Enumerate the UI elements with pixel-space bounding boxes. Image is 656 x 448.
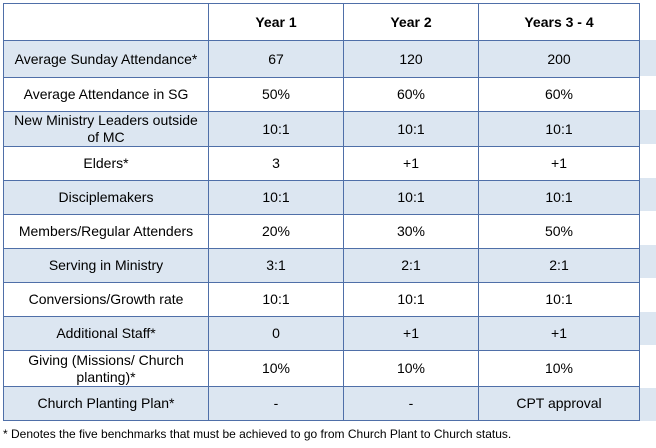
- table-row: Elders* 3 +1 +1: [3, 146, 640, 181]
- cell-year-1: -: [208, 386, 344, 421]
- cell-years-3-4: +1: [478, 316, 640, 351]
- cell-year-2: +1: [343, 146, 479, 181]
- cell-year-2: -: [343, 386, 479, 421]
- cell-year-1: 3:1: [208, 248, 344, 283]
- edge-band: [640, 110, 656, 144]
- cell-year-1: 0: [208, 316, 344, 351]
- cell-years-3-4: 60%: [478, 77, 640, 112]
- cell-years-3-4: 10:1: [478, 282, 640, 317]
- cell-years-3-4: CPT approval: [478, 386, 640, 421]
- cell-year-2: 60%: [343, 77, 479, 112]
- header-empty-cell: [3, 3, 209, 41]
- benchmarks-table: Year 1 Year 2 Years 3 - 4 Average Sunday…: [3, 3, 640, 421]
- table-row: Giving (Missions/ Church planting)* 10% …: [3, 350, 640, 387]
- row-label: Disciplemakers: [3, 180, 209, 215]
- row-label: Elders*: [3, 146, 209, 181]
- cell-year-2: 10:1: [343, 180, 479, 215]
- table-edge-strip: [639, 3, 656, 421]
- table-row: New Ministry Leaders outside of MC 10:1 …: [3, 111, 640, 147]
- cell-years-3-4: 200: [478, 40, 640, 78]
- table-row: Conversions/Growth rate 10:1 10:1 10:1: [3, 282, 640, 317]
- row-label: Additional Staff*: [3, 316, 209, 351]
- cell-years-3-4: 10%: [478, 350, 640, 387]
- table-row: Members/Regular Attenders 20% 30% 50%: [3, 214, 640, 249]
- edge-band: [640, 40, 656, 76]
- benchmarks-table-container: Year 1 Year 2 Years 3 - 4 Average Sunday…: [3, 3, 640, 421]
- table-row: Additional Staff* 0 +1 +1: [3, 316, 640, 351]
- row-label: Average Sunday Attendance*: [3, 40, 209, 78]
- cell-year-2: +1: [343, 316, 479, 351]
- row-label: Serving in Ministry: [3, 248, 209, 283]
- table-row: Church Planting Plan* - - CPT approval: [3, 386, 640, 421]
- cell-year-1: 20%: [208, 214, 344, 249]
- cell-year-1: 10:1: [208, 180, 344, 215]
- cell-year-1: 50%: [208, 77, 344, 112]
- header-row: Year 1 Year 2 Years 3 - 4: [3, 3, 640, 41]
- cell-year-2: 30%: [343, 214, 479, 249]
- table-row: Disciplemakers 10:1 10:1 10:1: [3, 180, 640, 215]
- edge-band: [640, 312, 656, 345]
- row-label: Giving (Missions/ Church planting)*: [3, 350, 209, 387]
- cell-year-2: 10:1: [343, 111, 479, 147]
- table-row: Average Attendance in SG 50% 60% 60%: [3, 77, 640, 112]
- table-row: Average Sunday Attendance* 67 120 200: [3, 40, 640, 78]
- cell-years-3-4: 2:1: [478, 248, 640, 283]
- row-label: New Ministry Leaders outside of MC: [3, 111, 209, 147]
- table-row: Serving in Ministry 3:1 2:1 2:1: [3, 248, 640, 283]
- footnote: * Denotes the five benchmarks that must …: [3, 427, 512, 441]
- cell-year-1: 10:1: [208, 282, 344, 317]
- cell-year-1: 3: [208, 146, 344, 181]
- cell-year-2: 10:1: [343, 282, 479, 317]
- cell-years-3-4: 10:1: [478, 111, 640, 147]
- cell-year-2: 2:1: [343, 248, 479, 283]
- cell-years-3-4: 10:1: [478, 180, 640, 215]
- cell-year-1: 67: [208, 40, 344, 78]
- row-label: Conversions/Growth rate: [3, 282, 209, 317]
- header-year-1: Year 1: [208, 3, 344, 41]
- edge-band: [640, 178, 656, 211]
- row-label: Members/Regular Attenders: [3, 214, 209, 249]
- edge-band: [640, 388, 656, 421]
- header-years-3-4: Years 3 - 4: [478, 3, 640, 41]
- row-label: Church Planting Plan*: [3, 386, 209, 421]
- edge-band: [640, 245, 656, 278]
- cell-year-2: 10%: [343, 350, 479, 387]
- cell-years-3-4: 50%: [478, 214, 640, 249]
- cell-years-3-4: +1: [478, 146, 640, 181]
- cell-year-1: 10%: [208, 350, 344, 387]
- cell-year-1: 10:1: [208, 111, 344, 147]
- header-year-2: Year 2: [343, 3, 479, 41]
- row-label: Average Attendance in SG: [3, 77, 209, 112]
- cell-year-2: 120: [343, 40, 479, 78]
